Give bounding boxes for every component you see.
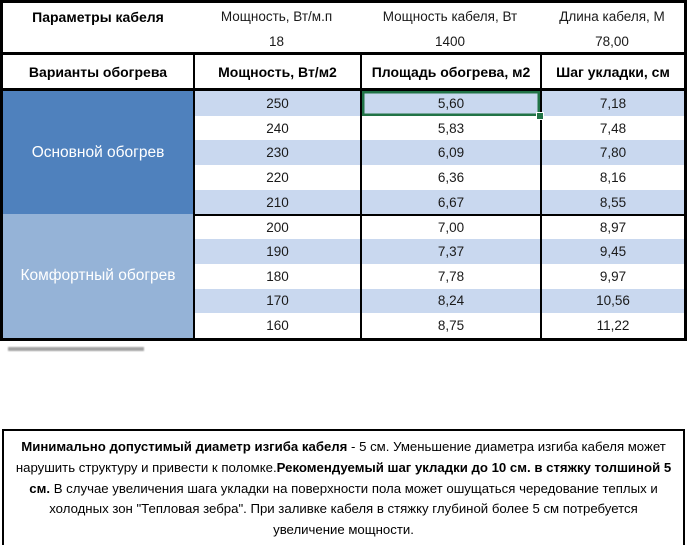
cell-power[interactable]: 170 (193, 288, 360, 314)
header-power[interactable]: Мощность, Вт/м2 (193, 52, 360, 91)
cell-power[interactable]: 190 (193, 239, 360, 264)
cell-shadow (8, 347, 144, 351)
cell-area[interactable]: 5,83 (360, 115, 540, 141)
cell-step[interactable]: 7,18 (540, 91, 684, 116)
cell-step[interactable]: 9,45 (540, 239, 684, 264)
note-text-1: - 5 см. Уменьшение диаметра изгиба кабел… (15, 439, 666, 475)
header-step[interactable]: Шаг укладки, см (540, 52, 684, 91)
header-area[interactable]: Площадь обогрева, м2 (360, 52, 540, 91)
selected-cell-value: 5,60 (437, 95, 465, 111)
cell-power-per-meter-value[interactable]: 18 (268, 33, 285, 49)
note-box[interactable]: Минимально допустимый диаметр изгиба каб… (2, 429, 685, 545)
cell-step[interactable]: 7,48 (540, 115, 684, 141)
cell-step[interactable]: 7,80 (540, 140, 684, 166)
note-text-2: В случае увеличения шага укладки на пове… (49, 480, 658, 538)
cell-power[interactable]: 160 (193, 313, 360, 338)
heating-table: Параметры кабеля Мощность, Вт/м.п Мощнос… (0, 0, 687, 341)
note-bold-min-diameter: Минимально допустимый диаметр изгиба каб… (21, 439, 348, 454)
cell-params-title[interactable]: Параметры кабеля (32, 8, 164, 25)
cell-area-selected[interactable]: 5,60 (360, 91, 544, 120)
cell-area[interactable]: 6,09 (360, 140, 540, 166)
cell-power[interactable]: 200 (193, 214, 360, 240)
cell-area[interactable]: 7,78 (360, 263, 540, 289)
cell-power[interactable]: 220 (193, 165, 360, 190)
header-variants[interactable]: Варианты обогрева (3, 52, 193, 91)
cell-area[interactable]: 6,36 (360, 165, 540, 190)
cell-power[interactable]: 230 (193, 140, 360, 166)
cell-step[interactable]: 10,56 (540, 288, 684, 314)
cell-step[interactable]: 8,16 (540, 165, 684, 190)
group-label-main-heating[interactable]: Основной обогрев (3, 91, 193, 215)
cell-step[interactable]: 8,97 (540, 214, 684, 240)
cell-cable-power-value[interactable]: 1400 (434, 33, 466, 49)
cell-cable-power-label[interactable]: Мощность кабеля, Вт (382, 9, 518, 24)
fill-handle[interactable] (536, 111, 544, 120)
cell-area[interactable]: 8,24 (360, 288, 540, 314)
cell-area[interactable]: 7,37 (360, 239, 540, 264)
cell-area[interactable]: 6,67 (360, 189, 540, 215)
cell-step[interactable]: 9,97 (540, 263, 684, 289)
cell-step[interactable]: 8,55 (540, 189, 684, 215)
cell-step[interactable]: 11,22 (540, 313, 684, 338)
cell-power[interactable]: 250 (193, 91, 360, 116)
cell-cable-length-label[interactable]: Длина кабеля, М (559, 9, 665, 24)
cell-cable-length-value[interactable]: 78,00 (595, 33, 629, 49)
cell-power-per-meter-label[interactable]: Мощность, Вт/м.п (220, 9, 333, 24)
cell-power[interactable]: 180 (193, 263, 360, 289)
cell-power[interactable]: 210 (193, 189, 360, 215)
cell-params-empty[interactable] (3, 30, 193, 52)
cell-power[interactable]: 240 (193, 115, 360, 141)
group-label-comfort-heating[interactable]: Комфортный обогрев (3, 214, 193, 338)
cell-area[interactable]: 8,75 (360, 313, 540, 338)
cell-area[interactable]: 7,00 (360, 214, 540, 240)
note-bold-recommended-step: Рекомендуемый шаг укладки до 10 см. в ст… (29, 459, 672, 496)
